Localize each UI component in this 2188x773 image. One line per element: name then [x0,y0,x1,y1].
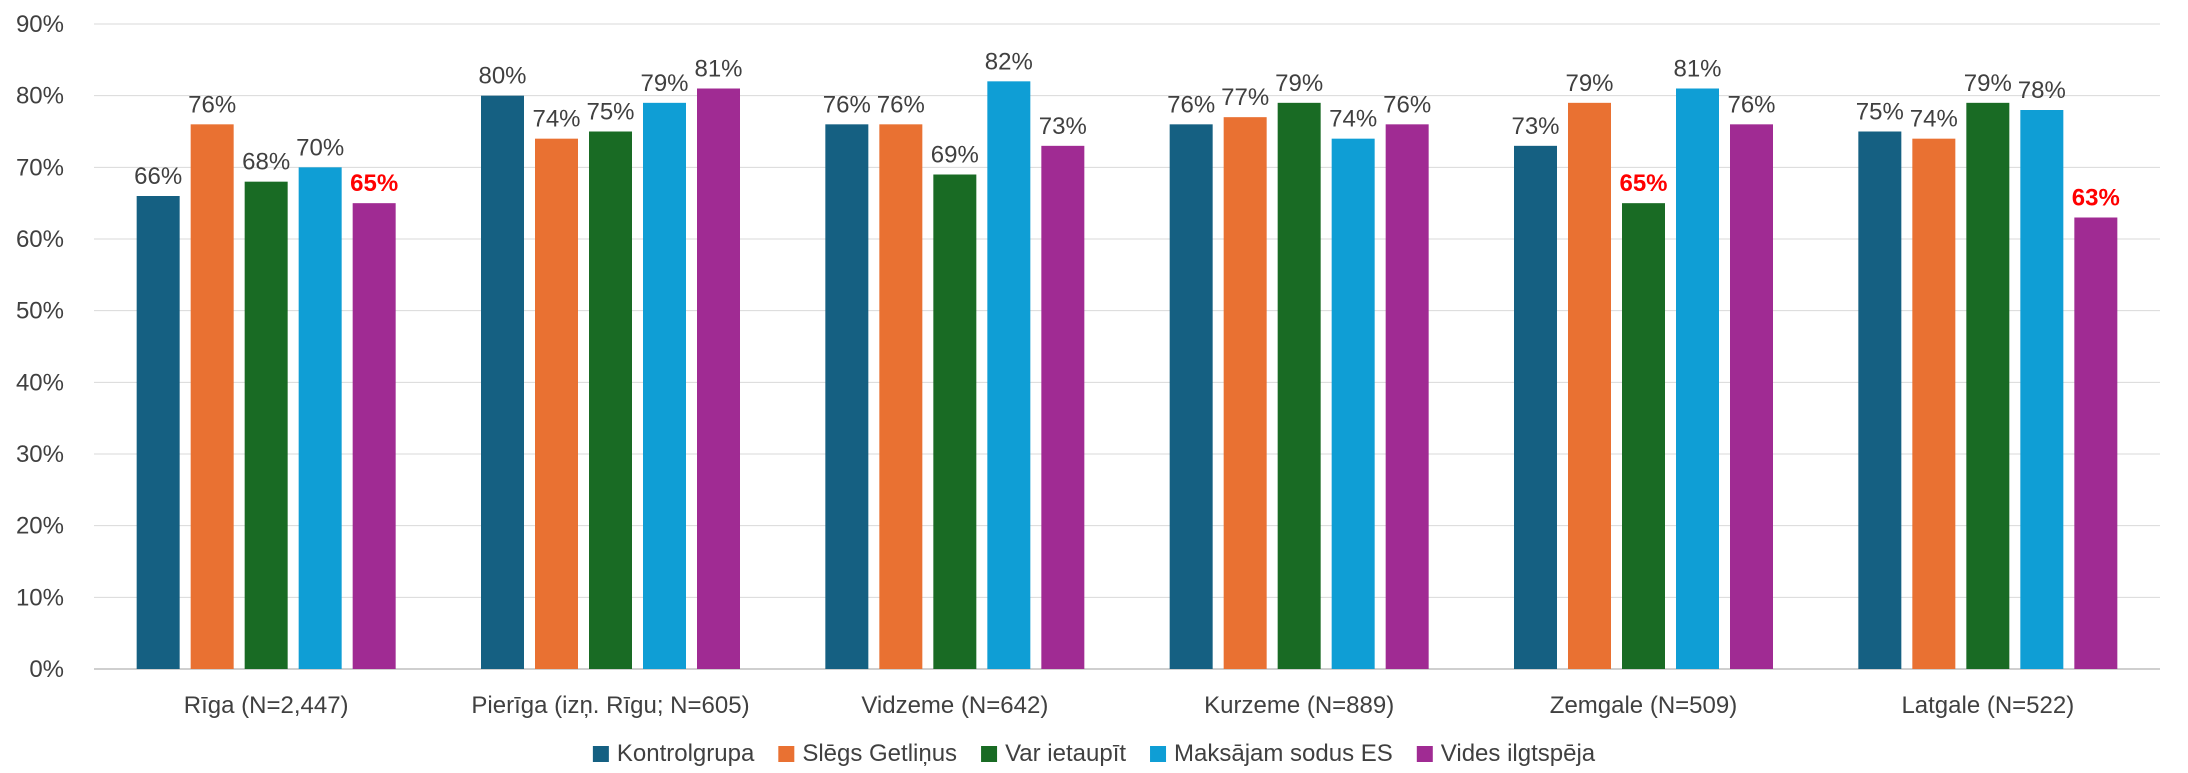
data-label: 63% [2072,185,2120,212]
data-label: 77% [1221,84,1269,111]
data-label: 66% [134,163,182,190]
data-label: 75% [1856,99,1904,126]
legend-swatch [1416,746,1433,762]
data-label: 79% [1565,70,1613,97]
legend-label: Slēgs Getliņus [802,740,957,767]
bar [1912,138,1956,669]
data-label: 65% [1619,170,1667,197]
bar [825,124,869,670]
data-label: 76% [1727,91,1775,118]
y-tick-label: 10% [16,584,64,611]
legend-swatch [1150,746,1167,762]
bar [1277,102,1321,670]
y-axis-ticks: 0% 10% 20% 30% 40% 50% 60% 70% 80% 90% [16,11,64,683]
x-category-label: Pierīga (izņ. Rīgu; N=605) [471,692,749,719]
data-label: 76% [188,91,236,118]
data-label: 82% [985,48,1033,75]
data-label: 68% [242,149,290,176]
data-label: 81% [1673,56,1721,83]
bar [1730,124,1773,670]
y-tick-label: 30% [16,441,64,468]
x-category-label: Kurzeme (N=889) [1204,692,1394,719]
data-label: 81% [694,56,742,83]
data-label: 79% [1275,70,1323,97]
bar [535,138,578,669]
data-label: 79% [640,70,688,97]
legend-label: Maksājam sodus ES [1174,740,1393,767]
data-label: 74% [1329,106,1377,133]
y-tick-label: 90% [16,11,64,38]
data-label: 75% [586,99,634,126]
data-label: 65% [350,170,398,197]
bar [1676,88,1719,669]
bar [352,203,396,669]
legend-swatch [592,746,609,762]
bar [697,88,740,669]
x-category-label: Zemgale (N=509) [1550,692,1737,719]
bar [1622,203,1665,669]
data-label: 73% [1039,113,1087,140]
bar [643,102,686,670]
y-tick-label: 60% [16,226,64,253]
data-label: 78% [2018,77,2066,104]
bar [1169,124,1213,670]
legend-swatch [981,746,998,762]
bar [1568,102,1611,670]
data-label: 74% [1910,106,1958,133]
legend-swatch [778,746,795,762]
bar [1385,124,1429,670]
bar [1966,102,2010,670]
bar [987,81,1031,670]
x-category-label: Latgale (N=522) [1901,692,2074,719]
bar [589,131,632,669]
legend-label: Var ietaupīt [1005,740,1126,767]
y-tick-label: 50% [16,298,64,325]
bar [2020,110,2064,669]
x-category-label: Vidzeme (N=642) [861,692,1048,719]
data-label: 74% [532,106,580,133]
y-tick-label: 0% [29,656,64,683]
bar [136,196,180,669]
y-tick-label: 20% [16,513,64,540]
data-label: 76% [1167,91,1215,118]
data-label: 76% [877,91,925,118]
legend-label: Kontrolgrupa [617,740,755,767]
bar [481,95,524,669]
bar [933,174,977,669]
x-axis-categories: Rīga (N=2,447) Pierīga (izņ. Rīgu; N=605)… [184,692,2074,719]
data-labels: 66%76%68%70%65%80%74% 75%79%81%76% 76%69%8… [134,48,2120,211]
bar [2074,217,2118,669]
data-label: 76% [823,91,871,118]
bar [1223,117,1267,669]
bar [1331,138,1375,669]
y-tick-label: 80% [16,83,64,110]
bar [879,124,923,670]
grid-layer [94,23,2160,670]
data-label: 79% [1964,70,2012,97]
data-label: 69% [931,142,979,169]
x-category-label: Rīga (N=2,447) [184,692,349,719]
y-tick-label: 40% [16,369,64,396]
data-label: 76% [1383,91,1431,118]
bar [190,124,234,670]
bar [1858,131,1902,669]
legend-label: Vides ilgtspēja [1441,740,1596,767]
bar [1041,145,1085,670]
bar [1514,145,1557,670]
data-label: 73% [1511,113,1559,140]
legend: Kontrolgrupa Slēgs Getliņus Var ietaupīt Ma… [592,740,1596,767]
bar [298,167,342,670]
bars [136,81,2118,670]
data-label: 80% [478,63,526,90]
bar [244,181,288,669]
data-label: 70% [296,134,344,161]
y-tick-label: 70% [16,154,64,181]
